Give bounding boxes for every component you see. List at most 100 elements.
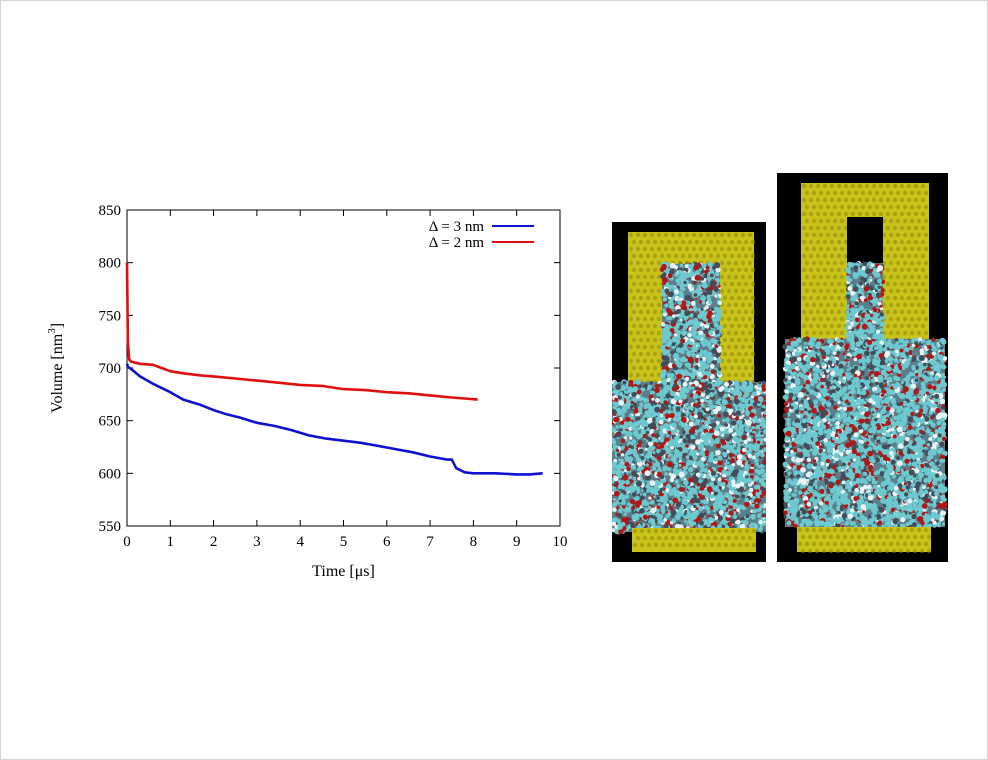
fluid-atom [657, 503, 661, 506]
gold-atom [733, 372, 739, 378]
gold-atom [888, 218, 894, 224]
fluid-atom [652, 451, 656, 455]
gold-atom [923, 288, 929, 294]
fluid-atom [679, 342, 684, 348]
gold-atom [895, 288, 901, 294]
fluid-atom [645, 430, 650, 435]
fluid-atom [762, 510, 766, 514]
fluid-atom [625, 480, 630, 485]
gold-atom [719, 260, 725, 266]
fluid-atom [868, 275, 873, 280]
fluid-atom [663, 500, 668, 505]
fluid-atom [722, 441, 727, 446]
fluid-atom [727, 495, 733, 501]
gold-atom [645, 295, 651, 301]
gold-atom [902, 316, 908, 322]
fluid-atom [700, 499, 704, 503]
fluid-atom [749, 487, 754, 493]
gold-atom [747, 232, 753, 238]
fluid-atom [678, 399, 683, 404]
gold-atom [674, 528, 680, 534]
fluid-atom [873, 267, 878, 273]
fluid-atom [853, 265, 859, 271]
gold-atom [818, 232, 824, 238]
fluid-atom [615, 425, 619, 429]
fluid-atom [698, 268, 702, 272]
fluid-atom [702, 488, 709, 495]
fluid-atom [726, 419, 730, 423]
gold-atom [719, 535, 725, 541]
fluid-atom [629, 503, 633, 508]
gold-atom [631, 295, 637, 301]
fluid-atom [663, 444, 669, 449]
gold-atom [832, 218, 838, 224]
gold-atom [899, 197, 905, 203]
fluid-atom [629, 415, 635, 420]
fluid-atom [698, 506, 704, 512]
fluid-atom [612, 405, 617, 410]
fluid-atom [662, 272, 667, 277]
gold-atom [740, 358, 746, 364]
fluid-atom [673, 403, 678, 408]
fluid-atom [760, 431, 764, 435]
fluid-atom [729, 408, 734, 413]
fluid-atom [708, 456, 714, 463]
gold-atom [892, 253, 898, 259]
fluid-atom [709, 437, 714, 442]
fluid-atom [705, 494, 709, 498]
fluid-atom [678, 471, 685, 478]
fluid-atom [666, 483, 671, 488]
fluid-atom [637, 384, 642, 389]
fluid-atom [700, 468, 705, 473]
gold-atom [836, 295, 842, 301]
fluid-atom [880, 292, 885, 297]
gold-atom [808, 197, 814, 203]
fluid-atom [703, 274, 708, 279]
gold-atom [743, 323, 749, 329]
gold-atom [733, 232, 739, 238]
fluid-atom [692, 497, 699, 503]
gold-atom [818, 288, 824, 294]
fluid-atom [631, 391, 637, 398]
fluid-atom [696, 411, 703, 418]
fluid-atom [709, 494, 715, 499]
gold-atom [733, 330, 739, 336]
gold-atom [709, 528, 715, 534]
fluid-atom [746, 457, 750, 461]
fluid-atom [732, 498, 737, 503]
fluid-atom [679, 504, 685, 510]
fluid-atom [706, 486, 713, 492]
fluid-atom [872, 297, 879, 304]
gold-atom [729, 253, 735, 259]
gold-atom [843, 211, 849, 217]
fluid-atom [851, 297, 856, 302]
gold-atom [733, 302, 739, 308]
fluid-atom [856, 332, 862, 338]
gold-atom [899, 253, 905, 259]
gold-atom [726, 274, 732, 280]
fluid-atom [718, 510, 724, 515]
fluid-atom [655, 509, 659, 513]
fluid-atom [877, 278, 882, 284]
fluid-atom [628, 461, 632, 465]
fluid-atom [734, 385, 740, 391]
fluid-atom [616, 452, 621, 457]
gold-atom [822, 267, 828, 273]
fluid-atom [612, 501, 618, 507]
fluid-atom [684, 427, 690, 432]
gold-atom [652, 253, 658, 259]
gold-atom [726, 358, 732, 364]
fluid-atom [717, 455, 723, 461]
gold-atom [628, 246, 634, 252]
fluid-atom [737, 472, 744, 478]
fluid-atom [647, 424, 652, 428]
gold-atom [892, 197, 898, 203]
fluid-atom [627, 396, 630, 399]
fluid-atom [618, 400, 625, 406]
fluid-atom [634, 500, 641, 507]
fluid-atom [667, 310, 674, 316]
fluid-atom [644, 383, 648, 388]
gold-atom [895, 302, 901, 308]
gold-atom [825, 302, 831, 308]
gold-atom [885, 211, 891, 217]
